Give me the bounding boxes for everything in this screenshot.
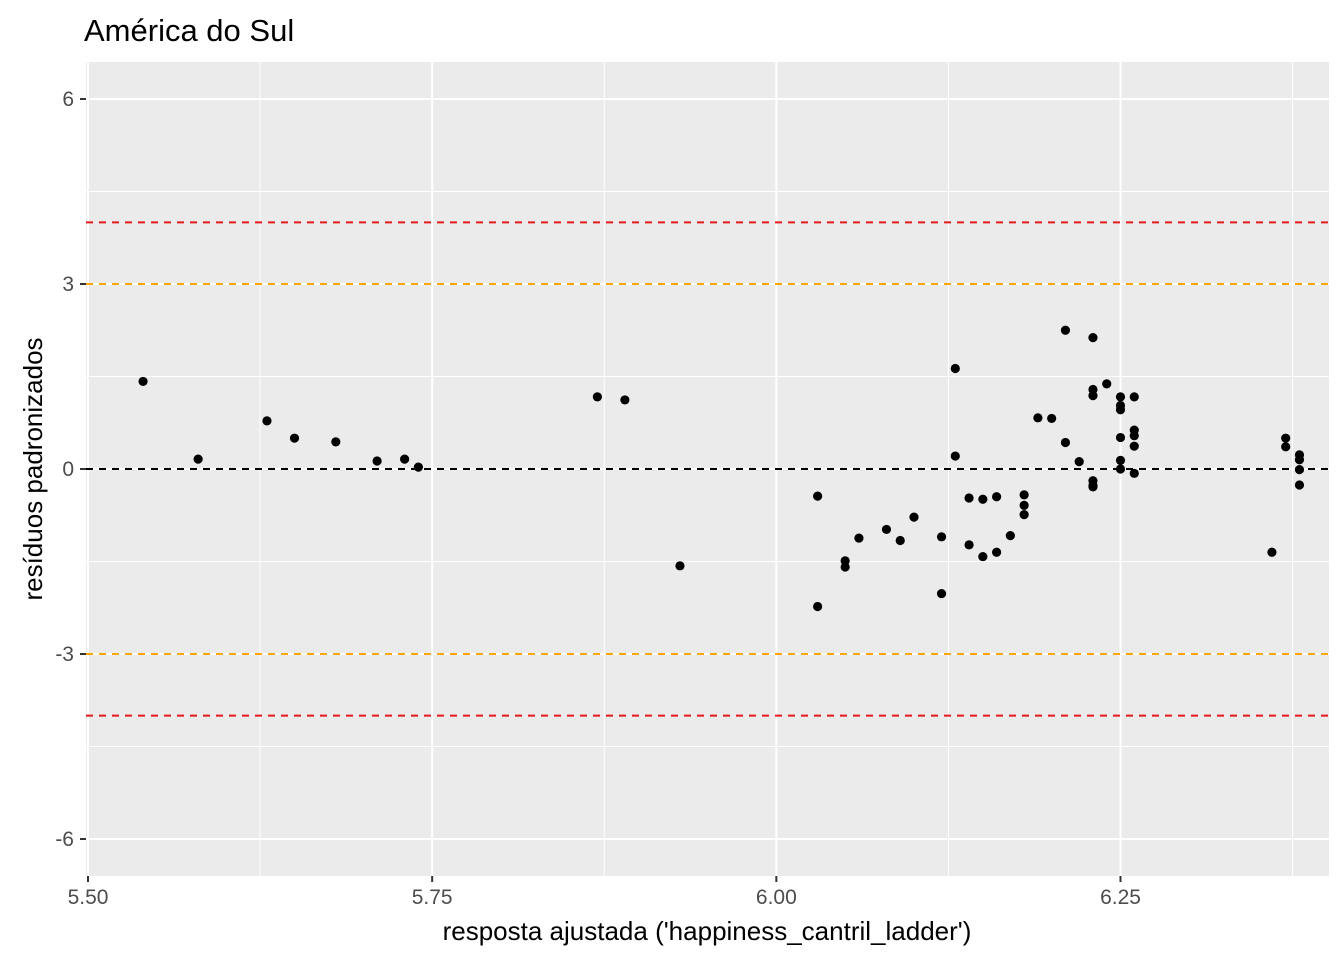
data-point <box>138 376 148 387</box>
data-point <box>1060 437 1071 448</box>
data-point <box>1047 413 1057 424</box>
data-point <box>262 416 272 426</box>
data-point <box>936 532 947 542</box>
data-point <box>813 491 823 501</box>
data-point <box>1088 384 1098 395</box>
data-point <box>289 433 300 443</box>
data-point <box>1115 455 1126 465</box>
data-point <box>1294 480 1305 490</box>
data-point <box>1115 464 1126 474</box>
data-point <box>675 561 685 571</box>
data-point <box>1033 413 1043 423</box>
data-point <box>895 535 905 546</box>
data-point <box>1294 455 1305 465</box>
y-tick-label: 6 <box>62 88 74 111</box>
data-point <box>193 454 203 464</box>
data-point <box>1088 476 1098 486</box>
data-point <box>813 601 823 612</box>
data-point <box>413 462 423 472</box>
data-point <box>1115 392 1126 402</box>
y-tick-label: -6 <box>55 828 74 851</box>
data-point <box>1129 431 1139 441</box>
data-point <box>1281 433 1291 443</box>
data-point <box>881 524 892 535</box>
data-point <box>964 493 974 503</box>
data-point <box>992 547 1002 557</box>
data-point <box>1060 325 1071 335</box>
data-point <box>1019 490 1029 500</box>
data-point <box>1281 442 1291 452</box>
data-point <box>992 492 1002 502</box>
data-point <box>1294 465 1305 475</box>
x-axis-title: resposta ajustada ('happiness_cantril_la… <box>443 916 972 946</box>
data-point <box>950 363 960 374</box>
chart-title: América do Sul <box>84 13 294 48</box>
data-point <box>1019 510 1029 520</box>
data-point <box>964 540 974 550</box>
data-point <box>950 451 960 461</box>
data-point <box>372 456 382 466</box>
data-point <box>1102 379 1112 389</box>
data-point <box>909 512 919 522</box>
y-tick-label: 0 <box>62 458 74 481</box>
y-tick-label: -3 <box>55 643 74 666</box>
data-point <box>1088 333 1098 343</box>
data-point <box>400 454 410 464</box>
data-point <box>1129 468 1139 478</box>
data-point <box>1129 441 1139 451</box>
data-point <box>854 533 864 543</box>
y-axis-title: resíduos padronizados <box>18 337 48 600</box>
data-point <box>840 556 850 566</box>
data-point <box>592 392 602 402</box>
data-point <box>1074 457 1084 467</box>
x-tick-label: 5.50 <box>68 886 109 909</box>
data-point <box>1129 392 1139 402</box>
y-tick-label: 3 <box>62 273 74 296</box>
data-point <box>978 551 988 562</box>
data-point <box>331 437 341 447</box>
x-tick-label: 6.25 <box>1100 886 1141 909</box>
data-point <box>620 395 630 405</box>
data-point <box>936 588 947 599</box>
y-axis: -6 -3 0 3 6 <box>55 88 86 851</box>
data-point <box>1005 531 1015 541</box>
x-axis: 5.50 5.75 6.00 6.25 <box>68 876 1141 909</box>
data-point <box>978 494 988 504</box>
data-point <box>1019 500 1029 510</box>
data-point <box>1115 432 1126 443</box>
x-tick-label: 5.75 <box>412 886 453 909</box>
data-point <box>1267 547 1277 557</box>
data-point <box>1115 400 1126 411</box>
data-points <box>138 325 1305 612</box>
x-tick-label: 6.00 <box>756 886 797 909</box>
